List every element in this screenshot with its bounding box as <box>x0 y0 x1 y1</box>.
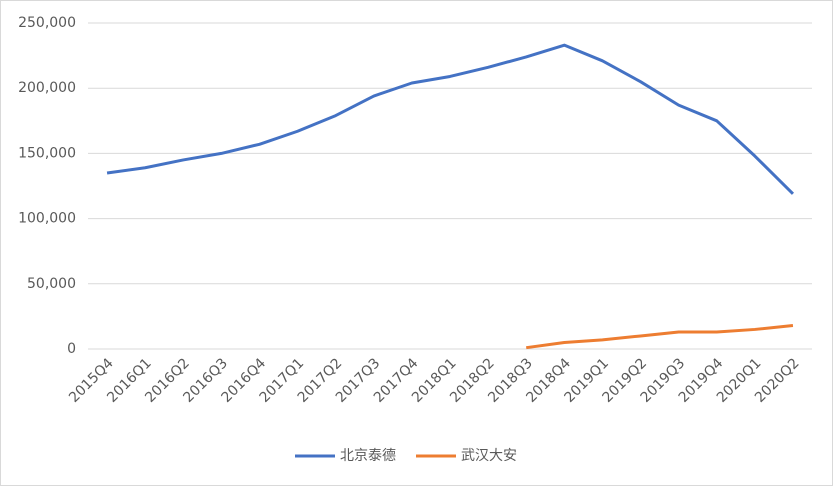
y-tick-label: 200,000 <box>18 80 76 96</box>
series-line <box>526 324 794 350</box>
y-tick-label: 50,000 <box>27 276 76 292</box>
legend-label: 北京泰德 <box>340 448 396 464</box>
y-tick-label: 0 <box>67 341 76 357</box>
y-tick-label: 250,000 <box>18 15 76 31</box>
series-line <box>106 43 795 195</box>
legend-label: 武汉大安 <box>461 448 517 464</box>
y-tick-label: 150,000 <box>18 145 76 161</box>
y-tick-label: 100,000 <box>18 211 76 227</box>
